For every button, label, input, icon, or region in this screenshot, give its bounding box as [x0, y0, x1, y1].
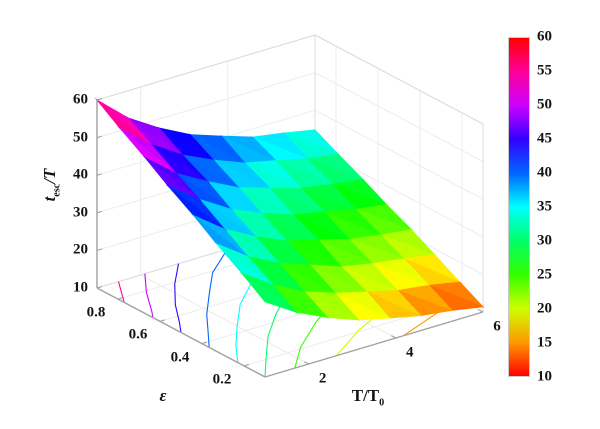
z-axis-label-symbol: t [40, 196, 59, 202]
y-axis-label: ε [159, 386, 167, 405]
colorbar-tick-label: 45 [537, 130, 552, 147]
x-axis-label-subscript: 0 [379, 397, 385, 409]
y-tick-label: 0.2 [212, 371, 232, 388]
z-tick-label: 60 [73, 91, 88, 108]
colorbar [508, 37, 530, 377]
z-tick-label: 30 [73, 204, 88, 221]
z-axis-label-subscript: esc [51, 183, 63, 197]
y-tick-label: 0.4 [170, 349, 190, 366]
z-tick-label: 40 [73, 166, 88, 183]
x-tick-label: 6 [493, 318, 501, 335]
colorbar-tick-label: 30 [537, 232, 552, 249]
colorbar-tick-label: 25 [537, 266, 552, 283]
y-tick-label: 0.8 [86, 304, 106, 321]
z-tick-label: 10 [73, 279, 88, 296]
colorbar-tick-label: 15 [537, 334, 552, 351]
colorbar-tick-label: 40 [537, 164, 552, 181]
colorbar-tick-label: 10 [537, 368, 552, 385]
z-tick-label: 50 [73, 129, 88, 146]
z-axis-label-rest: /T [40, 168, 59, 184]
x-tick-label: 4 [406, 344, 414, 361]
colorbar-tick-label: 20 [537, 300, 552, 317]
y-tick-label: 0.6 [128, 326, 148, 343]
z-axis-label: tesc/T [40, 168, 63, 202]
x-axis-label-main: T/T [351, 386, 380, 405]
x-axis-label: T/T0 [351, 386, 385, 409]
z-tick-label: 20 [73, 241, 88, 258]
colorbar-tick-label: 50 [537, 96, 552, 113]
x-tick-label: 2 [318, 370, 327, 387]
colorbar-tick-label: 35 [537, 198, 552, 215]
colorbar-tick-label: 55 [537, 62, 552, 79]
colorbar-tick-label: 60 [537, 28, 552, 45]
